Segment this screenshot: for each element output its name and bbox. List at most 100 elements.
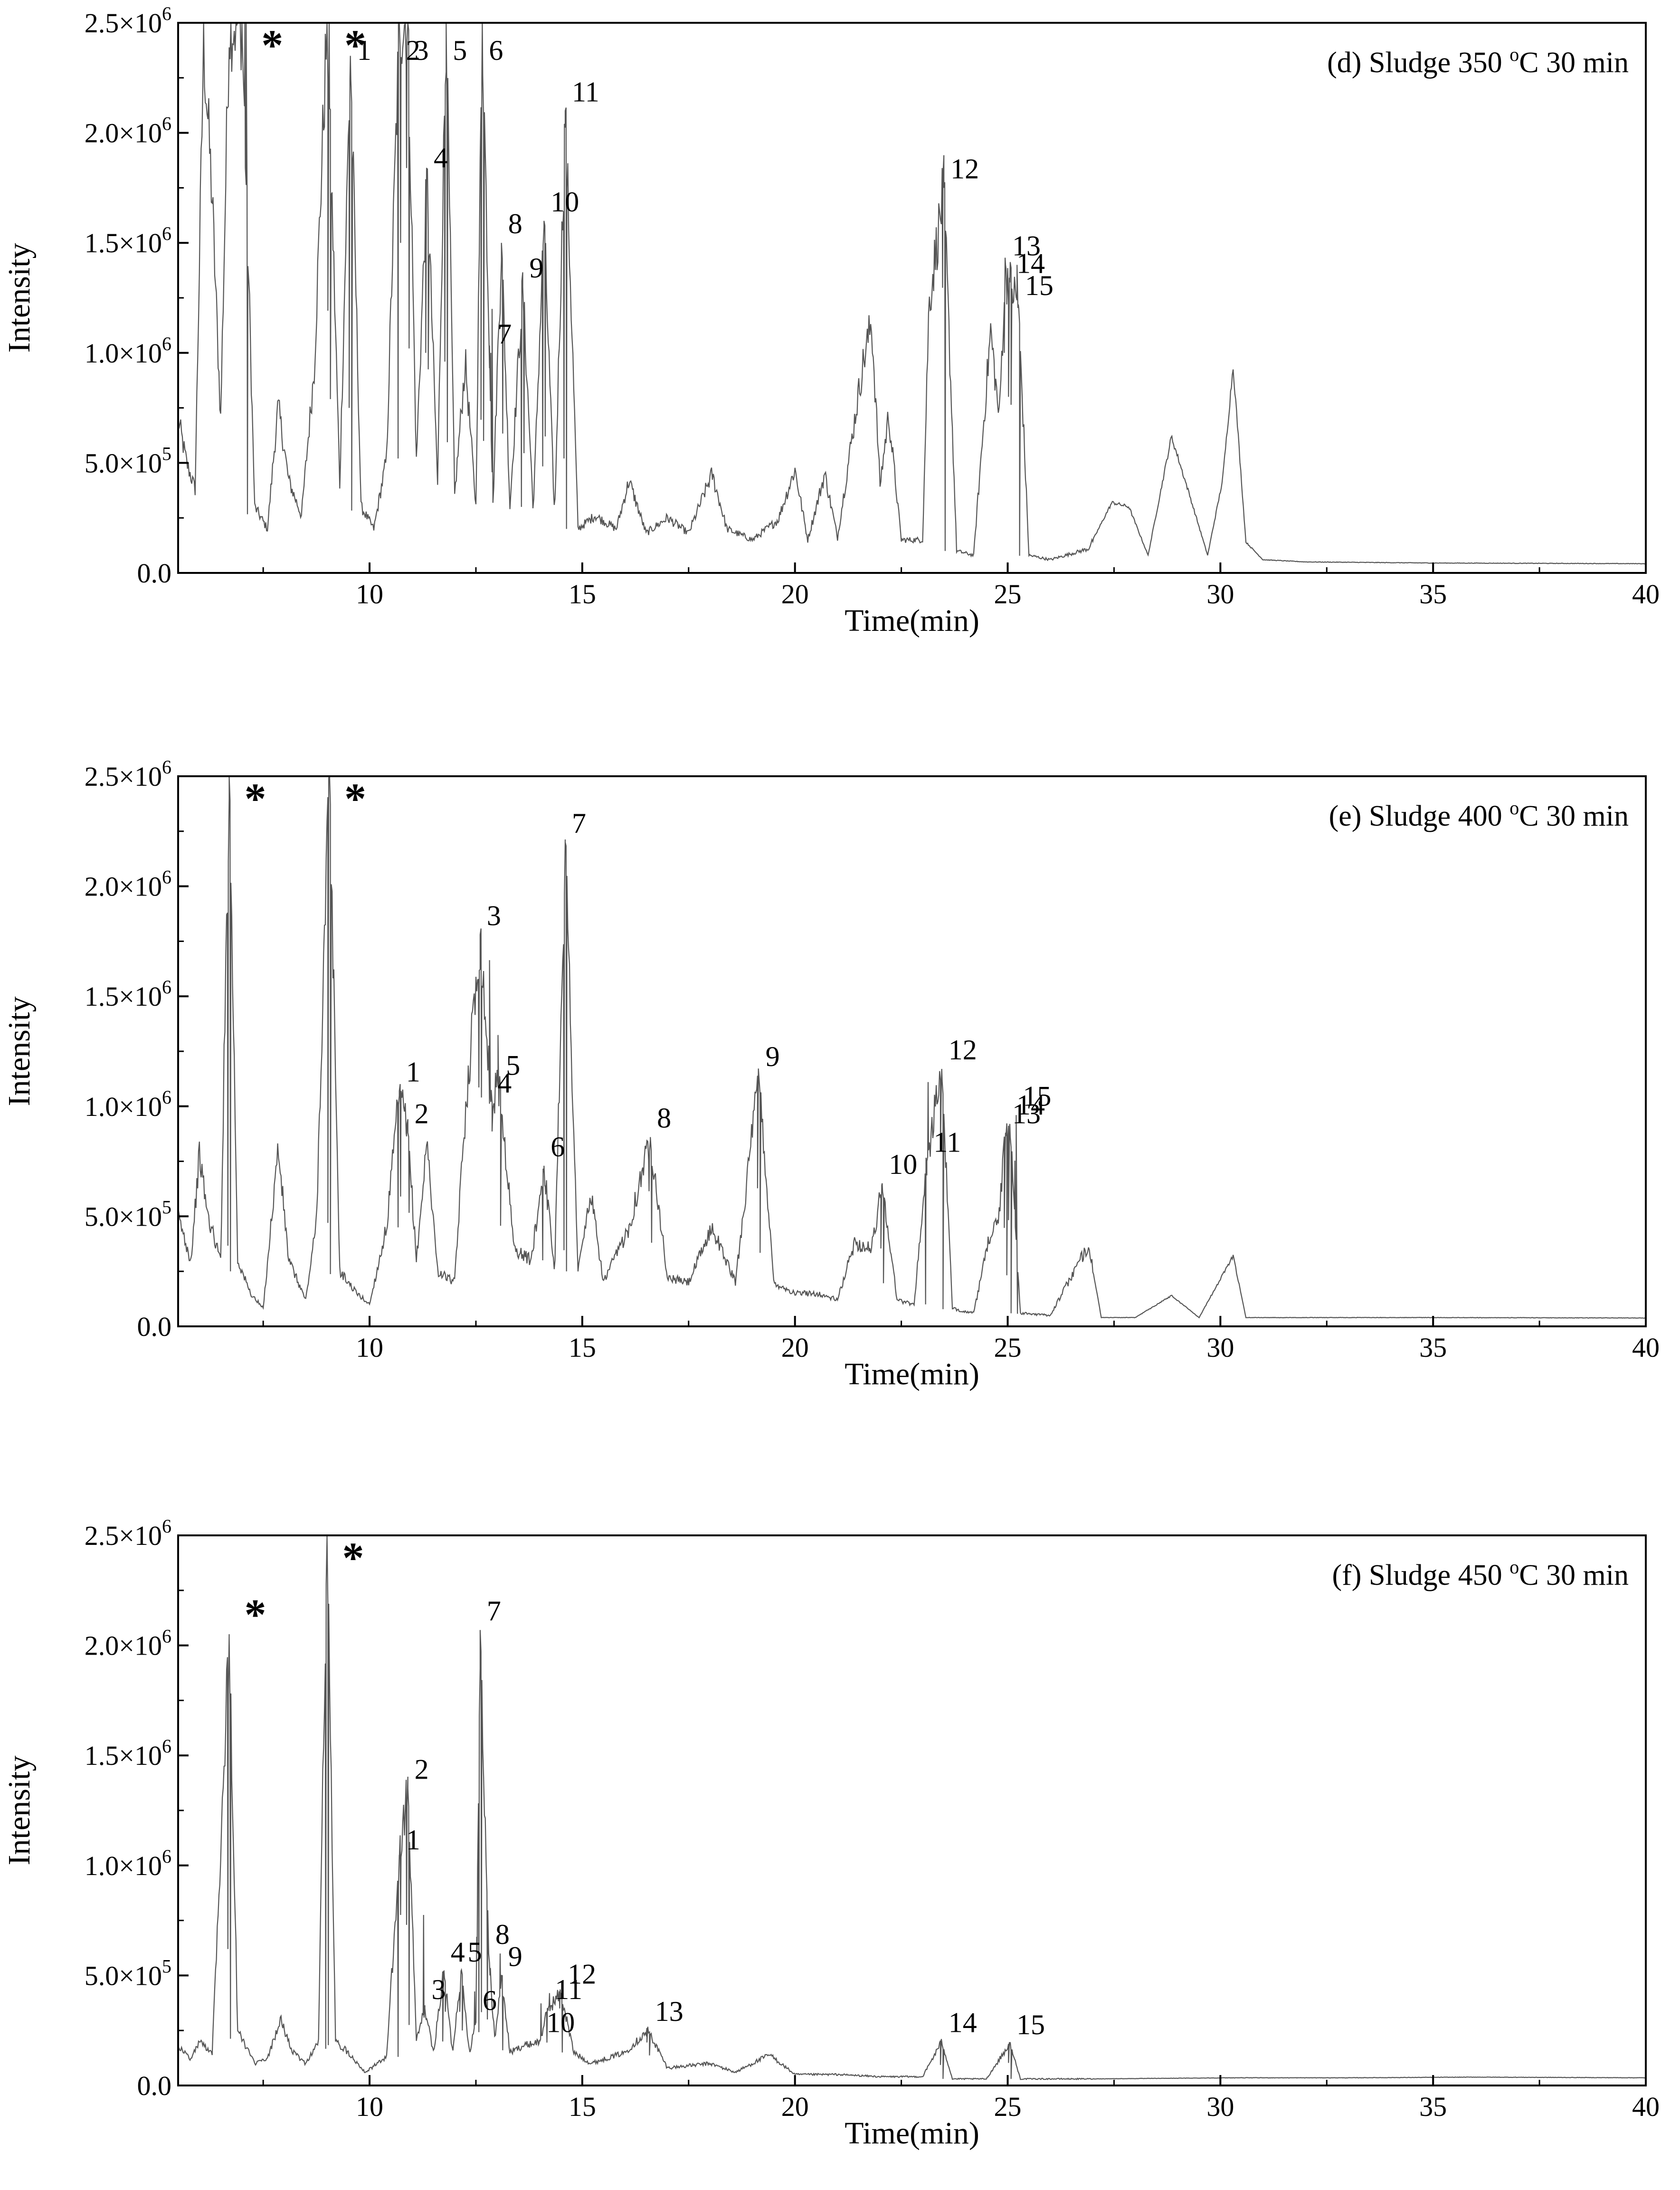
panel-label-degree: o xyxy=(1509,44,1519,65)
peak-label: 4 xyxy=(451,1936,465,1968)
y-tick-exponent: 6 xyxy=(162,1626,171,1647)
peak-label: 7 xyxy=(497,318,512,350)
y-tick-label: 1.5×106 xyxy=(85,976,171,1012)
x-tick-label: 15 xyxy=(569,579,596,609)
y-tick-exponent: 6 xyxy=(162,333,171,354)
y-tick-label: 2.0×106 xyxy=(85,866,171,902)
peak-star-marker: * xyxy=(244,1590,266,1639)
peak-label: 2 xyxy=(415,1754,429,1785)
x-tick-label: 10 xyxy=(356,1332,383,1363)
peak-label: 8 xyxy=(657,1103,671,1134)
panel-label-suffix: C 30 min xyxy=(1519,1559,1629,1591)
y-tick-label: 5.0×105 xyxy=(85,1196,171,1232)
x-tick-label: 15 xyxy=(569,1332,596,1363)
x-tick-label: 10 xyxy=(356,2091,383,2122)
peak-label: 15 xyxy=(1016,2009,1045,2040)
y-axis-label: Intensity xyxy=(2,243,37,353)
peak-star-marker: * xyxy=(342,1533,364,1582)
x-tick-label: 30 xyxy=(1206,2091,1234,2122)
y-tick-label: 5.0×105 xyxy=(85,443,171,478)
y-tick-exponent: 5 xyxy=(162,1955,171,1977)
panel-label-degree: o xyxy=(1509,797,1519,819)
y-tick-label: 2.5×106 xyxy=(85,756,171,792)
peak-label: 12 xyxy=(949,1034,977,1066)
peak-label: 9 xyxy=(766,1041,780,1072)
peak-label: 12 xyxy=(568,1958,596,1990)
peak-label: 14 xyxy=(949,2007,977,2038)
peak-label: 15 xyxy=(1025,270,1054,301)
panel-label-suffix: C 30 min xyxy=(1519,800,1629,832)
x-tick-label: 40 xyxy=(1632,579,1660,609)
y-tick-exponent: 6 xyxy=(162,1086,171,1108)
y-tick-exponent: 6 xyxy=(162,223,171,244)
y-tick-label: 1.5×106 xyxy=(85,223,171,258)
peak-star-marker: * xyxy=(244,774,266,823)
y-tick-label: 2.5×106 xyxy=(85,1515,171,1551)
y-tick-exponent: 6 xyxy=(162,866,171,888)
peak-label: 2 xyxy=(406,35,420,66)
y-tick-label: 1.0×106 xyxy=(85,1846,171,1881)
peak-label: 10 xyxy=(551,186,579,218)
y-tick-label: 2.5×106 xyxy=(85,3,171,38)
peak-label: 6 xyxy=(551,1131,565,1162)
y-tick-base: 0.0 xyxy=(137,1311,172,1342)
y-tick-label: 1.0×106 xyxy=(85,333,171,369)
peak-label: 10 xyxy=(889,1149,917,1180)
peak-label: 11 xyxy=(933,1127,961,1158)
peak-label: 3 xyxy=(415,35,429,66)
x-tick-label: 35 xyxy=(1419,579,1447,609)
y-tick-base: 5.0×10 xyxy=(85,448,162,478)
panel-label-suffix: C 30 min xyxy=(1519,47,1629,79)
y-tick-exponent: 6 xyxy=(162,1515,171,1537)
peak-label: 15 xyxy=(1023,1080,1051,1112)
y-tick-label: 0.0 xyxy=(137,2070,172,2101)
panel-0: 10 15 20 25 30 35 400.05.0×1051.0×1061.5×1062.… xyxy=(2,3,1660,638)
peak-star-marker: * xyxy=(344,21,366,69)
plot-frame xyxy=(177,775,1647,1327)
y-tick-label: 2.0×106 xyxy=(85,113,171,149)
x-axis-label: Time(min) xyxy=(845,1357,979,1391)
x-tick-label: 35 xyxy=(1419,1332,1447,1363)
chromatogram-trace xyxy=(178,23,1646,565)
peak-label: 14 xyxy=(1016,1089,1045,1121)
y-tick-exponent: 6 xyxy=(162,1846,171,1867)
y-tick-label: 5.0×105 xyxy=(85,1955,171,1991)
peak-label: 13 xyxy=(1012,1098,1041,1129)
x-tick-label: 25 xyxy=(994,579,1022,609)
x-tick-label: 30 xyxy=(1206,1332,1234,1363)
panel-2: 10 15 20 25 30 35 400.05.0×1051.0×1061.5×1062.… xyxy=(2,1515,1660,2151)
y-tick-base: 2.0×10 xyxy=(85,1630,162,1661)
peak-label: 11 xyxy=(572,76,599,107)
y-tick-base: 2.5×10 xyxy=(85,1520,162,1551)
peak-label: 13 xyxy=(1012,230,1041,262)
y-tick-label: 1.0×106 xyxy=(85,1086,171,1122)
y-tick-exponent: 6 xyxy=(162,3,171,24)
panel-label: (e) Sludge 400 oC 30 min xyxy=(1329,797,1629,832)
x-tick-label: 20 xyxy=(781,579,809,609)
peak-label: 2 xyxy=(415,1098,429,1129)
peak-star-marker: * xyxy=(261,21,283,69)
y-tick-label: 1.5×106 xyxy=(85,1735,171,1771)
peak-label: 11 xyxy=(555,1974,582,2005)
y-tick-exponent: 6 xyxy=(162,1735,171,1757)
x-tick-label: 35 xyxy=(1419,2091,1447,2122)
peak-label: 10 xyxy=(546,2007,575,2038)
panel-1: 10 15 20 25 30 35 40 0.0 5.0×105 1.0×106 1.5×106 2.… xyxy=(2,756,1660,1391)
y-axis-label: Intensity xyxy=(2,997,37,1106)
y-tick-base: 2.5×10 xyxy=(85,8,162,38)
peak-label: 6 xyxy=(489,35,503,66)
panel-label: (d) Sludge 350 oC 30 min xyxy=(1327,44,1629,79)
peak-label: 4 xyxy=(497,1067,512,1099)
y-tick-base: 2.5×10 xyxy=(85,761,162,792)
peak-star-marker: * xyxy=(344,774,366,823)
chromatogram-trace xyxy=(178,1535,1646,2080)
peak-label: 5 xyxy=(453,35,467,66)
peak-label: 7 xyxy=(572,808,586,839)
x-tick-label: 40 xyxy=(1632,2091,1660,2122)
peak-label: 13 xyxy=(655,1996,683,2027)
x-tick-label: 25 xyxy=(994,1332,1022,1363)
x-tick-label: 40 xyxy=(1632,1332,1660,1363)
x-tick-label: 20 xyxy=(781,1332,809,1363)
